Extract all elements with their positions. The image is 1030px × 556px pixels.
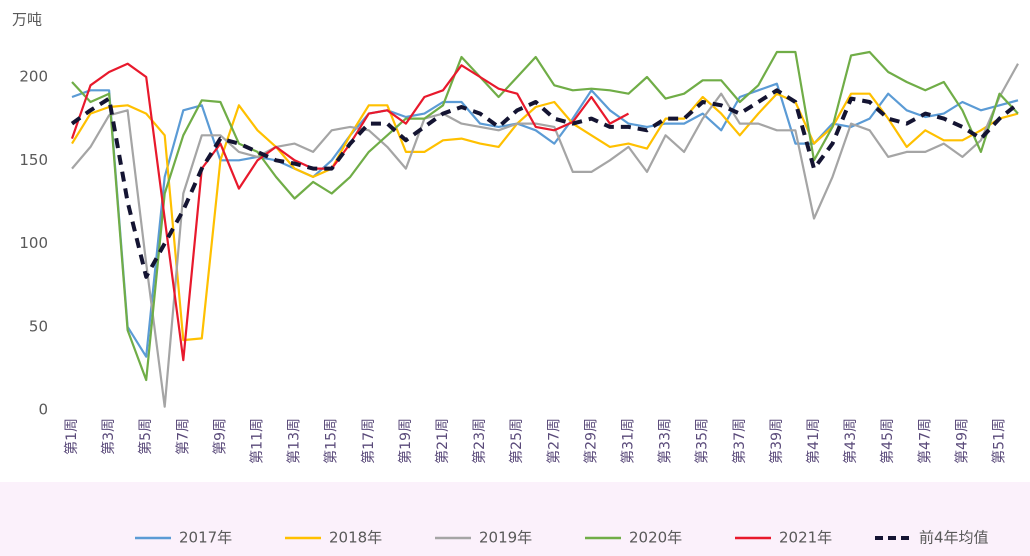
legend-entry: 2017年	[135, 529, 232, 547]
x-tick-label: 第25周	[508, 418, 525, 464]
x-tick-label: 第33周	[657, 418, 674, 464]
legend-entry: 2018年	[285, 529, 382, 547]
x-tick-label: 第43周	[842, 418, 859, 464]
x-tick-label: 第35周	[694, 418, 711, 464]
x-tick-label: 第13周	[286, 418, 303, 464]
x-tick-label: 第1周	[63, 418, 80, 455]
legend-label: 2020年	[629, 529, 682, 547]
y-axis-label: 万吨	[12, 11, 42, 29]
x-tick-label: 第21周	[434, 418, 451, 464]
x-tick-label: 第49周	[953, 418, 970, 464]
x-tick-label: 第31周	[619, 418, 636, 464]
series-line	[70, 88, 1020, 279]
legend-entry: 2020年	[585, 529, 682, 547]
legend-entry: 2021年	[735, 529, 832, 547]
x-tick-label: 第51周	[990, 418, 1007, 464]
x-tick-label: 第29周	[582, 418, 599, 464]
y-tick-label: 0	[38, 401, 48, 419]
series-line	[71, 50, 1019, 382]
y-tick-label: 150	[19, 151, 48, 169]
x-tick-label: 第45周	[879, 418, 896, 464]
x-tick-label: 第9周	[211, 418, 228, 455]
x-tick-label: 第7周	[174, 418, 191, 455]
y-tick-label: 50	[29, 317, 48, 335]
y-tick-label: 200	[19, 68, 48, 86]
series-line	[71, 82, 1019, 358]
series-line	[71, 92, 1019, 342]
x-tick-label: 第15周	[323, 418, 340, 464]
series-line	[71, 63, 1019, 408]
x-tick-label: 第19周	[397, 418, 414, 464]
x-tick-label: 第5周	[137, 418, 154, 455]
legend-label: 2018年	[329, 529, 382, 547]
legend-entry: 前4年均值	[875, 529, 989, 547]
x-tick-label: 第37周	[731, 418, 748, 464]
legend-label: 2017年	[179, 529, 232, 547]
x-tick-label: 第39周	[768, 418, 785, 464]
y-tick-label: 100	[19, 234, 48, 252]
x-tick-label: 第27周	[545, 418, 562, 464]
x-tick-label: 第41周	[805, 418, 822, 464]
legend-label: 前4年均值	[919, 529, 989, 547]
x-tick-label: 第11周	[248, 418, 265, 464]
legend-band	[0, 482, 1030, 556]
x-tick-label: 第23周	[471, 418, 488, 464]
legend-label: 2021年	[779, 529, 832, 547]
x-tick-label: 第47周	[916, 418, 933, 464]
x-tick-label: 第3周	[100, 418, 117, 455]
legend-entry: 2019年	[435, 529, 532, 547]
legend-label: 2019年	[479, 529, 532, 547]
x-tick-label: 第17周	[360, 418, 377, 464]
